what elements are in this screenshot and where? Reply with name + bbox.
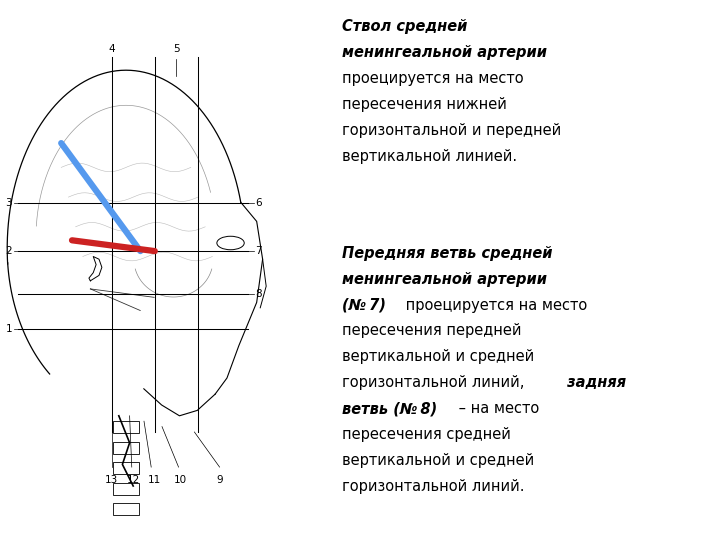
Text: 2: 2 [6,246,12,256]
Text: 8: 8 [256,289,262,299]
Bar [113,421,139,433]
Text: пересечения передней: пересечения передней [342,323,521,339]
Text: 11: 11 [148,475,161,485]
Text: проецируется на место: проецируется на место [342,71,523,86]
Text: 12: 12 [127,475,140,485]
Text: 13: 13 [105,475,118,485]
Text: 4: 4 [108,44,115,54]
Text: задняя: задняя [562,375,626,390]
Text: 10: 10 [174,475,186,485]
Text: вертикальной линией.: вертикальной линией. [342,148,517,164]
Text: 9: 9 [216,475,223,485]
Text: горизонтальной линий,: горизонтальной линий, [342,375,524,390]
Text: менингеальной артерии: менингеальной артерии [342,272,547,287]
Text: проецируется на место: проецируется на место [401,298,588,313]
Text: Ствол средней: Ствол средней [342,19,467,34]
Text: 6: 6 [256,198,262,207]
Text: 7: 7 [256,246,262,256]
Text: менингеальной артерии: менингеальной артерии [342,45,547,60]
Text: 3: 3 [6,198,12,207]
Text: пересечения нижней: пересечения нижней [342,97,507,112]
Text: ветвь (№ 8): ветвь (№ 8) [342,401,437,416]
Text: горизонтальной линий.: горизонтальной линий. [342,479,524,494]
Text: пересечения средней: пересечения средней [342,427,511,442]
Text: вертикальной и средней: вертикальной и средней [342,349,534,364]
Text: – на место: – на место [454,401,539,416]
Bar [113,483,139,495]
Bar [113,442,139,454]
Text: 5: 5 [173,44,180,54]
Bar [113,503,139,515]
Text: 1: 1 [6,325,12,334]
Text: (№ 7): (№ 7) [342,298,386,313]
Text: горизонтальной и передней: горизонтальной и передней [342,123,562,138]
Text: вертикальной и средней: вертикальной и средней [342,453,534,468]
Text: Передняя ветвь средней: Передняя ветвь средней [342,246,552,261]
Bar [113,462,139,474]
